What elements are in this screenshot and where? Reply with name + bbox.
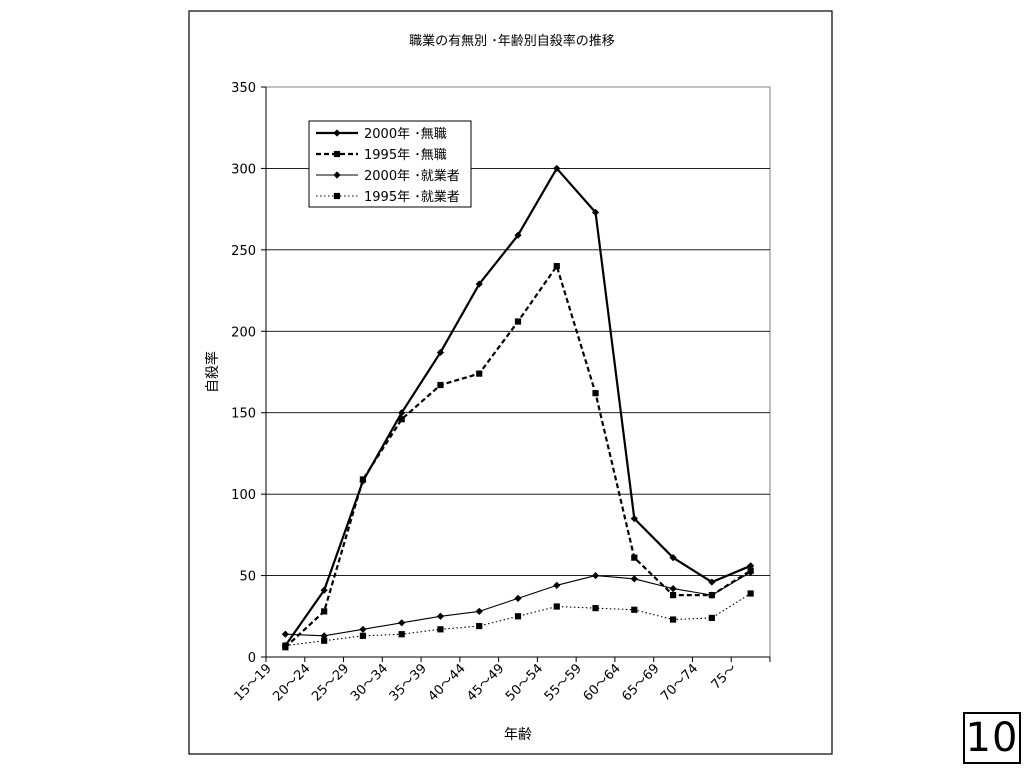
legend-entry: 2000年 ･無職 [316, 127, 447, 142]
legend-label: 2000年 ･無職 [364, 127, 447, 142]
data-point [437, 626, 444, 633]
data-point [320, 632, 328, 640]
data-point [631, 554, 638, 561]
series-4 [282, 590, 754, 649]
data-point [476, 370, 483, 377]
series-layer [281, 164, 755, 651]
data-point [591, 208, 600, 216]
y-tick-label: 50 [239, 570, 256, 585]
data-point [592, 390, 599, 397]
legend-marker [333, 192, 341, 200]
y-tick-label: 300 [231, 162, 256, 177]
data-point [591, 571, 600, 580]
y-tick-label: 250 [231, 244, 256, 259]
data-point [669, 592, 677, 599]
data-point [631, 606, 638, 613]
data-point [708, 591, 716, 599]
data-point [553, 581, 561, 589]
legend-entry: 2000年 ･就業者 [316, 168, 460, 184]
series-3 [281, 568, 755, 640]
legend-marker [333, 171, 341, 179]
legend-entry: 1995年 ･無職 [316, 148, 447, 163]
data-point [436, 612, 445, 620]
legend-entry: 1995年 ･就業者 [316, 189, 460, 205]
data-point [514, 594, 522, 602]
data-point [514, 231, 522, 239]
legend-marker [333, 129, 341, 137]
data-point [475, 280, 483, 288]
data-point [321, 608, 328, 615]
data-point [359, 476, 367, 483]
data-point [669, 616, 677, 623]
data-point [514, 318, 522, 325]
data-point [553, 263, 560, 270]
legend-label: 1995年 ･無職 [364, 148, 447, 163]
legend-marker [333, 150, 341, 158]
data-point [553, 164, 561, 173]
legend-label: 1995年 ･就業者 [364, 189, 460, 205]
data-point [321, 637, 328, 644]
data-point [476, 622, 483, 630]
data-point [359, 632, 367, 639]
data-point [669, 585, 677, 593]
y-tick-label: 350 [231, 81, 256, 96]
y-tick-label: 100 [231, 488, 256, 503]
data-point [320, 586, 328, 594]
data-point [398, 416, 405, 423]
data-point [359, 625, 367, 633]
y-tick-label: 150 [231, 407, 256, 422]
data-point [630, 575, 638, 583]
data-point [708, 614, 715, 622]
data-point [475, 607, 483, 615]
data-point [398, 631, 405, 638]
data-point [630, 514, 638, 523]
data-point [708, 578, 716, 586]
y-axis: 0 50 100 150 200 250 300 350 [231, 81, 267, 666]
data-point [747, 590, 754, 597]
y-tick-label: 200 [231, 325, 256, 340]
data-point [282, 642, 289, 649]
data-point [669, 554, 677, 562]
data-point [747, 562, 755, 570]
data-point [281, 630, 289, 638]
data-point [592, 605, 599, 612]
legend-label: 2000年 ･就業者 [364, 168, 460, 184]
data-point [436, 348, 445, 357]
data-point [437, 381, 444, 389]
y-axis-label: 自殺率 [204, 351, 221, 393]
x-axis-label: 年齢 [504, 727, 532, 743]
data-point [398, 409, 406, 417]
data-point [514, 613, 522, 620]
data-point [553, 603, 560, 610]
data-point [747, 568, 755, 576]
y-tick-label: 0 [248, 651, 256, 666]
chart-title: 職業の有無別 ･年齢別自殺率の推移 [409, 33, 615, 49]
page-number: 10 [963, 712, 1021, 764]
data-point [398, 619, 406, 627]
legend: 2000年 ･無職 1995年 ･無職 2000年 ･就業者 1995年 ･就業者 [308, 120, 472, 208]
